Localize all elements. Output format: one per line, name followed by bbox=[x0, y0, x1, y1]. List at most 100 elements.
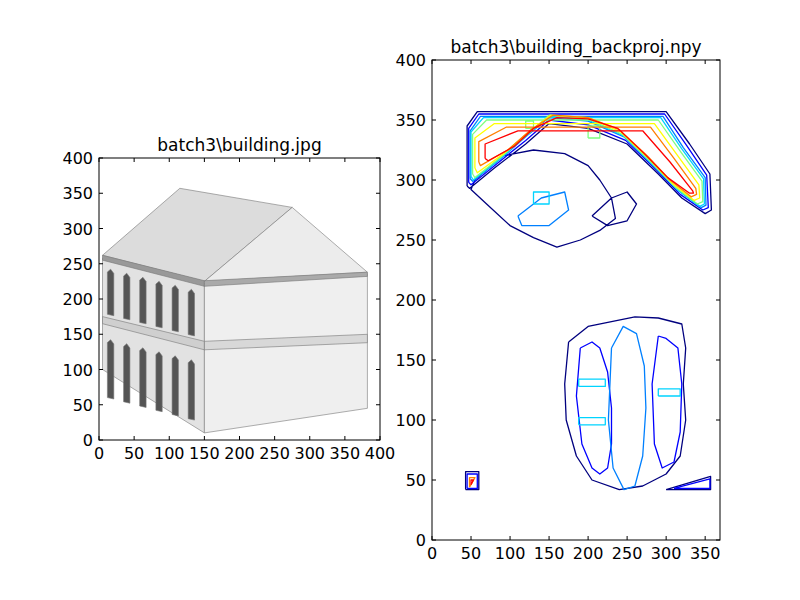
x-tick bbox=[705, 60, 706, 64]
x-tick bbox=[666, 536, 667, 540]
side-wall bbox=[103, 258, 205, 433]
y-tick-label: 100 bbox=[395, 411, 426, 430]
y-tick-label: 0 bbox=[83, 431, 93, 450]
x-tick bbox=[627, 60, 628, 64]
x-tick bbox=[549, 536, 550, 540]
window bbox=[188, 289, 194, 336]
axes-frame bbox=[432, 60, 720, 540]
y-tick bbox=[376, 299, 380, 300]
y-tick bbox=[376, 263, 380, 264]
x-tick bbox=[588, 536, 589, 540]
x-tick-label: 250 bbox=[612, 544, 643, 563]
window bbox=[124, 273, 130, 320]
y-tick bbox=[376, 404, 380, 405]
y-tick bbox=[432, 60, 436, 61]
y-tick bbox=[716, 420, 720, 421]
y-tick bbox=[99, 334, 103, 335]
y-tick bbox=[716, 480, 720, 481]
y-tick-label: 0 bbox=[416, 531, 426, 550]
window bbox=[107, 340, 113, 399]
x-tick bbox=[666, 60, 667, 64]
x-tick bbox=[169, 158, 170, 162]
y-tick bbox=[376, 158, 380, 159]
y-tick bbox=[376, 334, 380, 335]
y-tick-label: 300 bbox=[62, 220, 93, 239]
x-tick-label: 350 bbox=[330, 444, 361, 463]
plot-area bbox=[103, 188, 368, 433]
y-tick bbox=[99, 263, 103, 264]
y-tick bbox=[99, 369, 103, 370]
y-tick-label: 100 bbox=[62, 361, 93, 380]
y-tick bbox=[716, 60, 720, 61]
x-tick bbox=[432, 536, 433, 540]
x-tick-label: 0 bbox=[94, 444, 104, 463]
x-tick bbox=[204, 436, 205, 440]
x-tick bbox=[549, 60, 550, 64]
x-tick-label: 250 bbox=[259, 444, 290, 463]
y-tick bbox=[432, 180, 436, 181]
x-tick-label: 300 bbox=[294, 444, 325, 463]
window bbox=[156, 352, 162, 412]
contour-line bbox=[471, 118, 694, 485]
window bbox=[156, 281, 162, 328]
x-tick-label: 100 bbox=[154, 444, 185, 463]
x-tick-label: 150 bbox=[534, 544, 565, 563]
axes-frame bbox=[99, 158, 380, 440]
x-tick bbox=[380, 436, 381, 440]
y-tick bbox=[376, 193, 380, 194]
window bbox=[140, 348, 146, 408]
x-tick bbox=[510, 60, 511, 64]
y-tick bbox=[716, 300, 720, 301]
title: batch3\building_backproj.npy bbox=[450, 37, 701, 58]
x-tick-label: 300 bbox=[651, 544, 682, 563]
contour-line bbox=[467, 114, 710, 488]
y-tick bbox=[432, 480, 436, 481]
x-tick bbox=[344, 436, 345, 440]
x-tick bbox=[274, 436, 275, 440]
window bbox=[107, 269, 113, 316]
plot-area bbox=[466, 112, 712, 490]
y-tick-label: 350 bbox=[395, 111, 426, 130]
x-tick-label: 350 bbox=[690, 544, 721, 563]
window bbox=[124, 344, 130, 404]
y-tick bbox=[716, 120, 720, 121]
eave bbox=[103, 255, 205, 286]
window bbox=[140, 277, 146, 324]
y-tick bbox=[376, 369, 380, 370]
y-tick-label: 400 bbox=[62, 149, 93, 168]
y-tick bbox=[99, 193, 103, 194]
y-tick-label: 50 bbox=[73, 396, 93, 415]
x-tick bbox=[627, 536, 628, 540]
contour-line bbox=[466, 112, 712, 490]
x-tick bbox=[309, 158, 310, 162]
title: batch3\building.jpg bbox=[157, 135, 321, 155]
y-tick bbox=[716, 540, 720, 541]
y-tick-label: 150 bbox=[395, 351, 426, 370]
x-tick bbox=[274, 158, 275, 162]
y-tick bbox=[716, 180, 720, 181]
window bbox=[172, 356, 178, 416]
y-tick-label: 350 bbox=[62, 184, 93, 203]
x-tick bbox=[309, 436, 310, 440]
x-tick-label: 150 bbox=[189, 444, 220, 463]
front-wall bbox=[204, 274, 367, 433]
y-tick-label: 200 bbox=[62, 290, 93, 309]
window bbox=[172, 285, 178, 332]
x-tick bbox=[204, 158, 205, 162]
y-tick bbox=[376, 228, 380, 229]
y-tick-label: 300 bbox=[395, 171, 426, 190]
x-tick-label: 50 bbox=[461, 544, 481, 563]
y-tick bbox=[432, 540, 436, 541]
gable bbox=[204, 207, 367, 281]
x-tick bbox=[344, 158, 345, 162]
x-tick bbox=[99, 436, 100, 440]
x-tick bbox=[169, 436, 170, 440]
axes: 0501001502002503003504000501001502002503… bbox=[62, 135, 395, 463]
x-tick bbox=[471, 60, 472, 64]
background bbox=[0, 0, 800, 600]
y-tick bbox=[99, 228, 103, 229]
x-tick bbox=[239, 436, 240, 440]
x-tick bbox=[588, 60, 589, 64]
y-tick-label: 150 bbox=[62, 325, 93, 344]
x-tick-label: 400 bbox=[365, 444, 396, 463]
